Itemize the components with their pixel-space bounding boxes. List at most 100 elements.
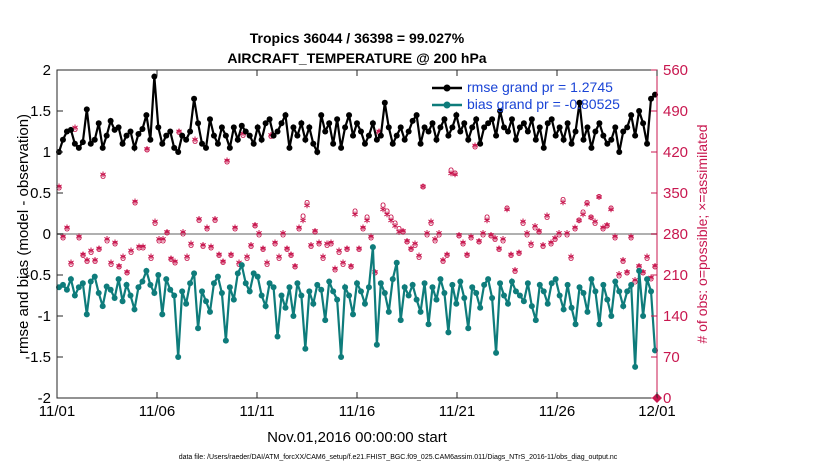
obs-possible-marker: o [164, 228, 170, 239]
data-file-footnote: data file: /Users/raeder/DAI/ATM_forcXX/… [179, 454, 618, 461]
bias-point [437, 276, 444, 283]
rmse-point [425, 128, 432, 135]
bias-point [389, 276, 396, 283]
obs-possible-marker: o [620, 256, 626, 267]
obs-assimilated-marker: * [160, 234, 167, 248]
obs-possible-marker: o [504, 203, 510, 214]
bias-point [489, 294, 496, 301]
x-tick-label: 11/11 [239, 403, 274, 420]
obs-possible-marker: o [96, 244, 102, 255]
obs-possible-marker: o [564, 230, 570, 241]
obs-possible-marker: o [180, 228, 186, 239]
bias-point [497, 280, 504, 287]
obs-possible-marker: o [396, 224, 402, 235]
rmse-point [59, 136, 66, 143]
rmse-point [485, 120, 492, 127]
obs-possible-marker: o [464, 250, 470, 261]
obs-possible-marker: o [132, 197, 138, 208]
obs-assimilated-marker: * [188, 239, 195, 253]
obs-possible-marker: o [484, 212, 490, 223]
bias-point [576, 284, 583, 291]
obs-assimilated-marker: * [224, 156, 231, 170]
obs-possible-marker: o [276, 253, 282, 264]
obs-possible-marker: o [352, 206, 358, 217]
rmse-point [230, 124, 237, 131]
bias-point [417, 308, 424, 315]
obs-possible-marker: o [420, 181, 426, 192]
obs-possible-marker: o [240, 130, 246, 141]
bias-point [385, 308, 392, 315]
obs-possible-marker: o [156, 235, 162, 246]
x-tick-label: 11/26 [539, 403, 575, 420]
obs-assimilated-marker: * [176, 126, 183, 140]
obs-assimilated-marker: * [232, 222, 239, 236]
rmse-point [354, 120, 360, 127]
obs-possible-marker: o [424, 230, 430, 241]
bias-point [393, 259, 400, 266]
rmse-point [286, 144, 293, 151]
rmse-point [95, 120, 102, 127]
bias-point [401, 284, 408, 291]
obs-assimilated-marker: * [488, 230, 495, 244]
obs-possible-marker: o [76, 232, 82, 243]
rmse-point [592, 128, 599, 135]
rmse-point [453, 112, 460, 119]
bias-point [147, 281, 154, 288]
obs-assimilated-marker: * [584, 199, 591, 213]
bias-point [520, 298, 527, 305]
bias-point [528, 303, 535, 310]
chart-title: Tropics 36044 / 36398 = 99.027% [250, 30, 465, 46]
rmse-point [588, 144, 595, 151]
obs-possible-marker: o [388, 212, 394, 223]
obs-possible-marker: o [224, 156, 230, 167]
obs-assimilated-marker: * [220, 256, 227, 270]
obs-possible-marker: o [192, 136, 198, 147]
bias-point [242, 280, 249, 287]
bias-point [159, 311, 166, 318]
bias-point [481, 281, 488, 288]
y2-tick-label: 0 [663, 390, 671, 407]
obs-possible-marker: o [56, 183, 62, 194]
y-tick-label: 0.5 [30, 185, 51, 202]
rmse-point [71, 140, 78, 147]
rmse-point [290, 124, 297, 131]
bias-point [568, 304, 575, 311]
bias-point [195, 325, 202, 332]
obs-assimilated-marker: * [508, 249, 515, 263]
obs-assimilated-marker: * [112, 238, 119, 252]
obs-assimilated-marker: * [336, 246, 343, 260]
obs-possible-marker: o [220, 257, 226, 268]
rmse-point [465, 136, 472, 143]
obs-assimilated-marker: * [80, 249, 87, 263]
rmse-point [369, 120, 376, 127]
obs-possible-marker: o [572, 224, 578, 235]
rmse-point [187, 128, 194, 135]
obs-assimilated-marker: * [184, 252, 191, 266]
obs-possible-marker: o [72, 124, 78, 135]
y-tick-label: -1 [38, 308, 51, 325]
bias-point [501, 292, 508, 299]
rmse-point [306, 124, 313, 131]
obs-possible-marker: o [280, 230, 286, 241]
bias-point [493, 349, 500, 356]
bias-point [346, 292, 353, 299]
obs-assimilated-marker: * [156, 234, 163, 248]
bias-point [632, 363, 639, 370]
bias-point [381, 290, 388, 297]
rmse-point [246, 132, 253, 139]
obs-assimilated-marker: * [536, 226, 543, 240]
rmse-point [389, 140, 396, 147]
obs-possible-marker: o [624, 268, 630, 279]
rmse-point [429, 120, 436, 127]
obs-possible-marker: o [536, 227, 542, 238]
y-tick-label: 1.5 [30, 103, 51, 120]
obs-possible-marker: o [272, 238, 278, 249]
rmse-point [159, 140, 166, 147]
rmse-point [330, 140, 337, 147]
rmse-point [497, 108, 504, 114]
obs-assimilated-marker: * [436, 228, 443, 242]
bias-point [628, 281, 635, 288]
bias-point [461, 294, 468, 301]
y-axis-label: rmse and bias (model - observation) [15, 114, 32, 354]
obs-possible-marker: o [480, 230, 486, 241]
